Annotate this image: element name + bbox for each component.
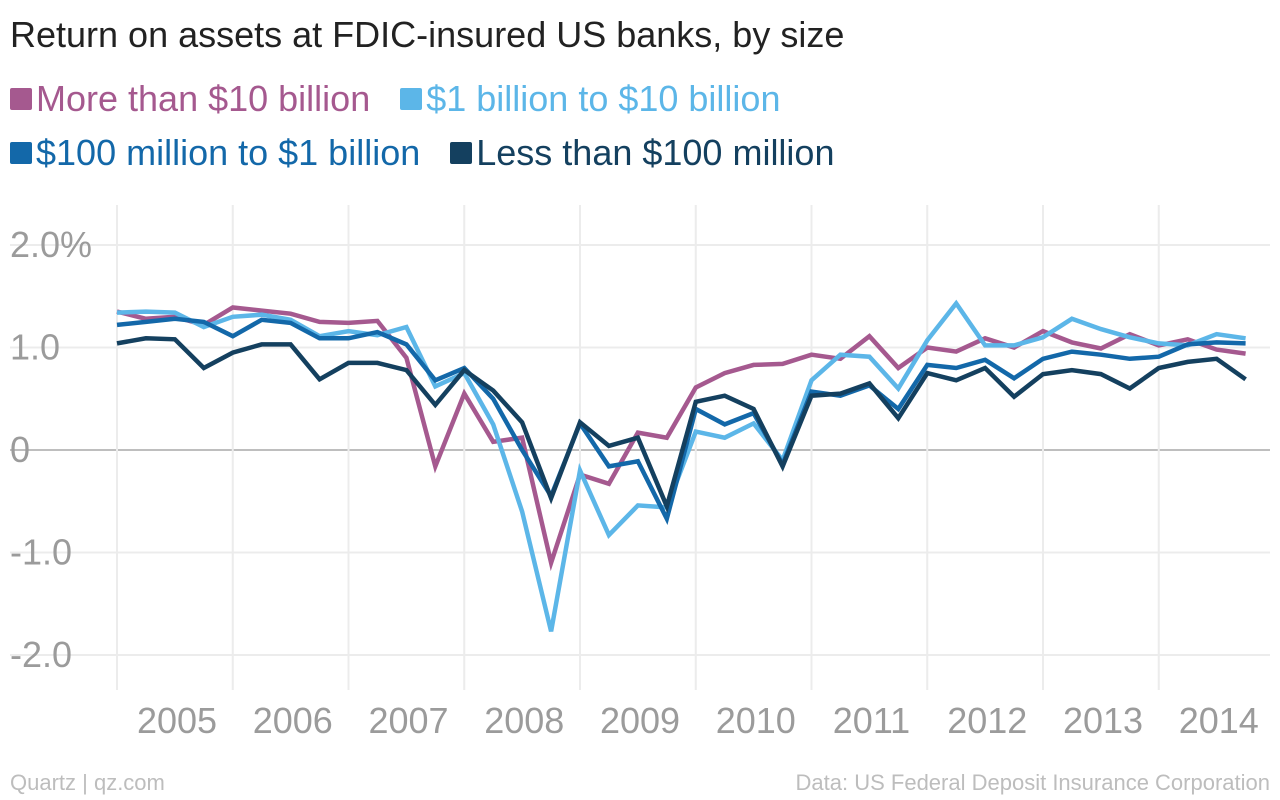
x-tick-label: 2007 [368,700,448,741]
y-tick-label: -2.0 [10,634,72,675]
x-tick-label: 2009 [600,700,680,741]
y-tick-label: -1.0 [10,532,72,573]
chart-title: Return on assets at FDIC-insured US bank… [10,14,845,55]
x-tick-label: 2012 [947,700,1027,741]
series-line-1 [116,305,1246,572]
y-tick-label: 1.0 [10,327,60,368]
legend-label: More than $10 billion [36,78,371,119]
source-credit: Quartz | qz.com [10,770,165,795]
x-tick-label: 2010 [716,700,796,741]
y-tick-label: 2.0% [10,224,92,265]
x-tick-label: 2014 [1179,700,1259,741]
series-line-4 [116,336,1247,514]
legend-item: Less than $100 million [450,132,834,174]
x-tick-label: 2005 [137,700,217,741]
x-tick-label: 2013 [1063,700,1143,741]
legend-item: $1 billion to $10 billion [400,78,780,120]
legend-row-1: More than $10 billion $1 billion to $10 … [10,78,810,120]
legend-row-2: $100 million to $1 billion Less than $10… [10,132,864,174]
series-line-3 [116,316,1246,526]
data-source: Data: US Federal Deposit Insurance Corpo… [795,770,1270,795]
legend-swatch [400,88,423,110]
x-tick-label: 2008 [484,700,564,741]
legend-swatch [450,142,473,164]
x-tick-label: 2006 [253,700,333,741]
x-tick-label: 2011 [833,700,910,741]
legend-label: Less than $100 million [476,132,835,173]
legend-label: $100 million to $1 billion [36,132,421,173]
legend-swatch [10,142,32,164]
legend-item: More than $10 billion [10,78,370,120]
legend-label: $1 billion to $10 billion [426,78,781,119]
legend-swatch [10,88,32,110]
y-tick-label: 0 [10,429,30,470]
legend-item: $100 million to $1 billion [10,132,420,174]
